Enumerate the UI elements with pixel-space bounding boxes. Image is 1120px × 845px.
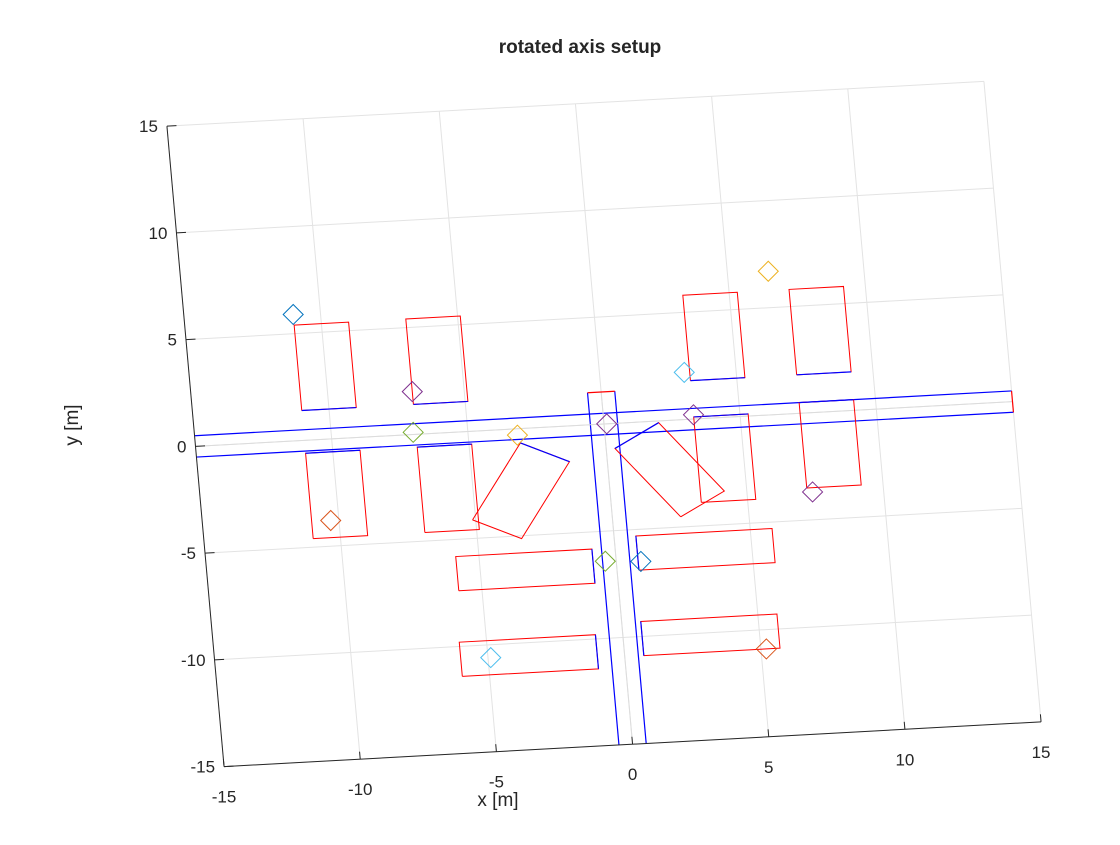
parking-spot-layer [293, 285, 862, 677]
parking-spot-entry [690, 377, 745, 382]
diamond-marker [673, 361, 695, 384]
diamond-marker [480, 646, 502, 669]
diamond-marker [630, 550, 652, 573]
x-tick [359, 751, 361, 760]
parking-spot-entry [591, 549, 596, 584]
road-end-cap [1010, 390, 1015, 413]
grid-line-y [185, 294, 1004, 341]
parking-spot-entry [640, 621, 645, 656]
y-tick-label: 15 [139, 117, 158, 136]
parking-spot-entry [693, 413, 749, 418]
parking-spot-entry [594, 634, 600, 669]
y-tick-label: 0 [177, 437, 186, 456]
diamond-marker [801, 481, 824, 503]
diamond-marker [682, 404, 705, 426]
parking-spot-entry [520, 442, 570, 463]
road-end-cap [587, 390, 615, 394]
x-tick-label: 5 [764, 758, 773, 777]
x-tick-label: 15 [1032, 743, 1051, 762]
parking-spot-entry [301, 406, 357, 412]
x-tick [1039, 714, 1042, 722]
y-tick-label: -15 [190, 758, 215, 777]
x-tick-label: -5 [489, 773, 504, 792]
x-tick-label: 10 [895, 750, 914, 769]
x-tick-label: 0 [628, 765, 637, 784]
y-tick [224, 765, 234, 768]
diamond-marker [594, 550, 617, 572]
parking-spot-entry [796, 371, 852, 376]
chart-title: rotated axis setup [499, 37, 662, 58]
y-tick [204, 552, 215, 554]
parking-spot-entry [413, 400, 468, 406]
marker-layer [282, 260, 824, 669]
x-tick [767, 729, 770, 737]
diamond-marker [596, 413, 618, 435]
diamond-marker [320, 509, 342, 532]
y-axis-label: y [m] [62, 404, 83, 445]
diamond-marker [282, 303, 304, 326]
road-edge-line [614, 391, 647, 744]
y-tick [176, 231, 187, 234]
parking-spot-entry [799, 398, 854, 404]
x-tick-label: -10 [348, 780, 373, 799]
parking-spot-entry [614, 422, 659, 449]
y-tick [195, 445, 206, 447]
y-tick [214, 658, 225, 661]
diamond-marker [506, 424, 529, 446]
parking-spot-entry [305, 449, 361, 454]
y-tick-label: 5 [168, 331, 177, 350]
parking-spot-entry [417, 443, 472, 448]
x-tick [631, 736, 634, 745]
grid-line-y [176, 187, 994, 234]
diamond-marker [757, 260, 779, 282]
diamond-marker [402, 421, 424, 444]
parking-spot-entry [635, 535, 640, 571]
x-tick-label: -15 [212, 788, 237, 807]
y-tick-label: 10 [149, 224, 168, 243]
y-tick-label: -5 [181, 544, 196, 563]
diamond-marker [755, 638, 778, 660]
y-tick [185, 338, 196, 341]
diamond-marker [401, 380, 423, 403]
axes-layer: -15 -10 -5 0 5 10 15 -15 -10 -5 0 5 10 15 [139, 117, 1051, 806]
road-layer [194, 390, 1015, 746]
y-tick [166, 125, 177, 127]
y-tick-label: -10 [181, 651, 206, 670]
x-tick [903, 721, 906, 730]
road-centerline [600, 391, 634, 745]
x-tick [495, 744, 497, 752]
x-axis-label: x [m] [477, 790, 518, 811]
x-tick [222, 759, 225, 767]
grid-line-y [166, 80, 984, 127]
